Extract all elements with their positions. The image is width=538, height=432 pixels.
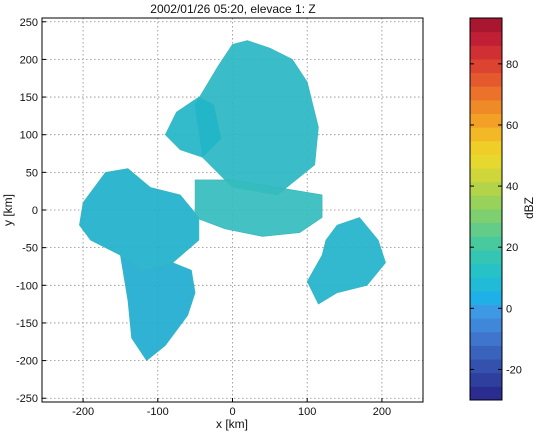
- x-tick-label: -100: [147, 406, 169, 418]
- colorbar-band: [470, 99, 502, 114]
- colorbar-band: [470, 140, 502, 155]
- y-tick-label: -50: [22, 243, 38, 255]
- y-tick-label: 50: [26, 167, 38, 179]
- colorbar-tick-label: 60: [506, 120, 518, 132]
- x-axis-label: x [km]: [216, 417, 248, 431]
- colorbar-band: [470, 290, 502, 305]
- colorbar-band: [470, 86, 502, 101]
- x-tick-label: -200: [72, 406, 94, 418]
- colorbar-tick-label: 0: [506, 303, 512, 315]
- colorbar-band: [470, 345, 502, 360]
- colorbar-band: [470, 236, 502, 251]
- colorbar-band: [470, 209, 502, 224]
- echo-region-southeast: [306, 217, 386, 305]
- colorbar-gradient: [470, 18, 502, 401]
- echo-region-west: [79, 168, 200, 271]
- colorbar-band: [470, 359, 502, 374]
- y-tick-label: -150: [16, 318, 38, 330]
- echo-region-northwest: [164, 96, 222, 158]
- y-tick-label: 0: [32, 205, 38, 217]
- colorbar-band: [470, 222, 502, 237]
- colorbar-ticks: -20 0 20 40 60 80: [470, 59, 522, 376]
- colorbar-band: [470, 72, 502, 87]
- x-tick-label: 200: [373, 406, 391, 418]
- echo-region-south: [119, 254, 196, 362]
- plot-area: -200 -100 0 100 200 250 200 150 100 50 0 -50 -100 -1…: [16, 17, 424, 418]
- colorbar-band: [470, 277, 502, 292]
- colorbar-tick-label: 20: [506, 242, 518, 254]
- colorbar-band: [470, 154, 502, 169]
- colorbar-frame: [469, 17, 503, 401]
- colorbar-band: [470, 372, 502, 387]
- y-tick-label: -250: [16, 393, 38, 405]
- colorbar-band: [470, 45, 502, 60]
- colorbar-band: [470, 331, 502, 346]
- colorbar-label: dBZ: [522, 197, 536, 219]
- x-tick-label: 100: [298, 406, 316, 418]
- y-tick-label: 100: [20, 130, 38, 142]
- colorbar-tick-label: -20: [506, 364, 522, 376]
- colorbar-band: [470, 58, 502, 74]
- x-tick-label: 0: [229, 406, 235, 418]
- colorbar-band: [470, 113, 502, 128]
- y-axis-ticks: 250 200 150 100 50 0 -50 -100 -150 -200 -250: [16, 17, 46, 405]
- colorbar-band: [470, 386, 502, 401]
- colorbar-band: [470, 181, 502, 196]
- y-tick-label: -100: [16, 280, 38, 292]
- colorbar-band: [470, 249, 502, 265]
- y-tick-label: -200: [16, 356, 38, 368]
- echo-region-central: [194, 179, 323, 237]
- colorbar-band: [470, 31, 502, 46]
- chart-title: 2002/01/26 05:20, elevace 1: Z: [150, 2, 315, 16]
- colorbar-band: [470, 263, 502, 278]
- colorbar-band: [470, 18, 502, 33]
- colorbar-band: [470, 195, 502, 210]
- colorbar: -20 0 20 40 60 80 dBZ: [469, 17, 536, 401]
- colorbar-band: [470, 168, 502, 183]
- y-tick-label: 250: [20, 17, 38, 29]
- colorbar-band: [470, 127, 502, 142]
- y-tick-label: 200: [20, 54, 38, 66]
- colorbar-band: [470, 318, 502, 333]
- colorbar-tick-label: 40: [506, 181, 518, 193]
- x-axis-ticks: -200 -100 0 100 200: [72, 398, 391, 418]
- y-axis-label: y [km]: [1, 194, 15, 226]
- reflectivity-echoes: [79, 40, 386, 362]
- y-tick-label: 150: [20, 92, 38, 104]
- colorbar-tick-label: 80: [506, 59, 518, 71]
- colorbar-band: [470, 304, 502, 319]
